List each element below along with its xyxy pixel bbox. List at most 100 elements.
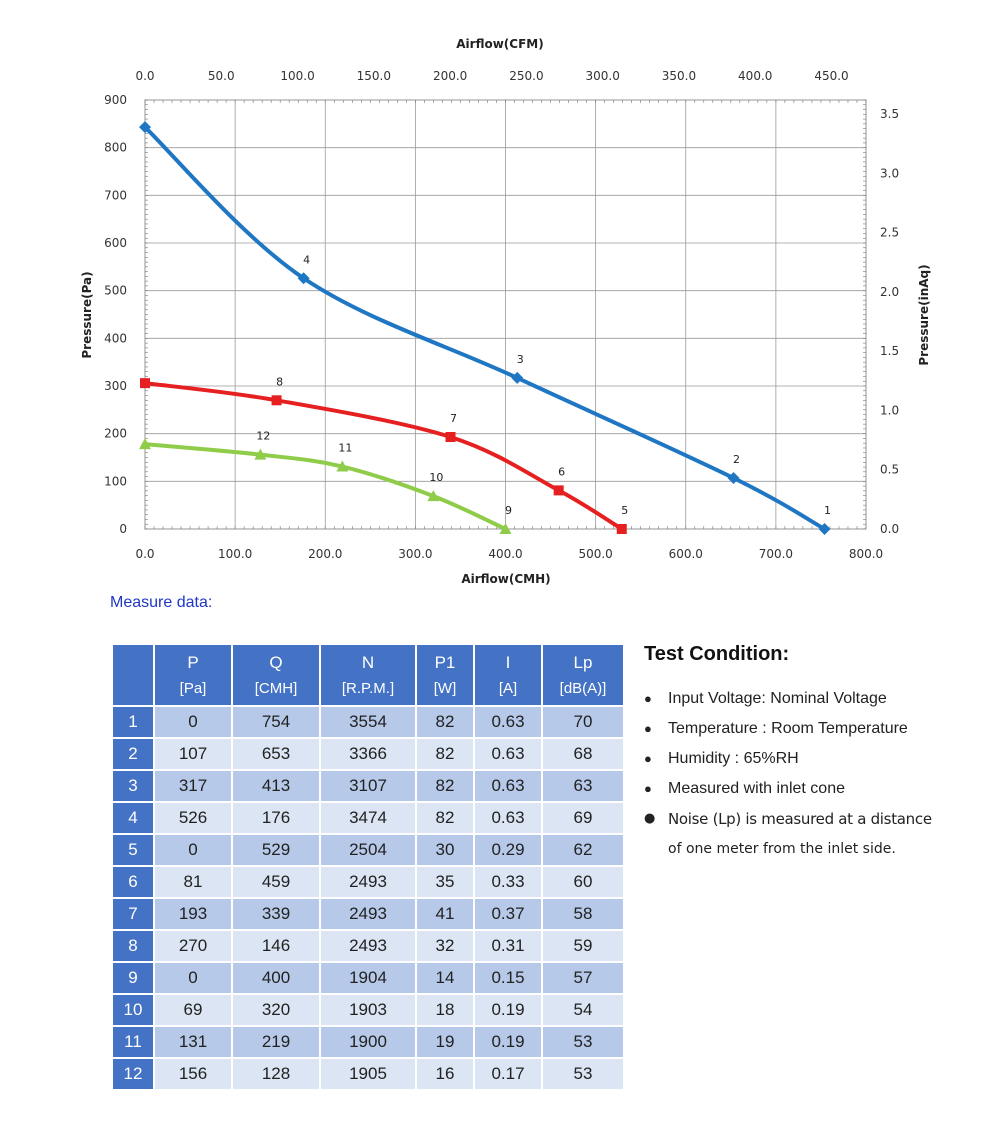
test-condition: Test Condition: ● Input Voltage: Nominal … xyxy=(644,643,984,864)
top-tick-label: 150.0 xyxy=(357,69,391,83)
data-point xyxy=(499,523,512,534)
x-tick-label: 0.0 xyxy=(135,547,154,561)
table-cell: 0.37 xyxy=(475,899,543,931)
table-cell: 19 xyxy=(417,1027,475,1059)
top-tick-label: 200.0 xyxy=(433,69,467,83)
table-cell: 413 xyxy=(233,771,321,803)
y2-axis-title: Pressure(inAq) xyxy=(917,264,931,365)
data-point xyxy=(511,371,524,384)
right-tick-label: 1.5 xyxy=(880,344,899,358)
y-tick-label: 500 xyxy=(104,284,127,298)
test-condition-title: Test Condition: xyxy=(644,643,790,665)
row-number: 1 xyxy=(113,707,155,739)
row-number: 7 xyxy=(113,899,155,931)
row-number: 12 xyxy=(113,1059,155,1091)
table-cell: 193 xyxy=(155,899,233,931)
top-tick-label: 400.0 xyxy=(738,69,772,83)
x-tick-label: 200.0 xyxy=(308,547,342,561)
right-tick-label: 3.5 xyxy=(880,107,899,121)
table-cell: 0.19 xyxy=(475,1027,543,1059)
row-number: 11 xyxy=(113,1027,155,1059)
y-tick-label: 700 xyxy=(104,188,127,202)
x-tick-label: 700.0 xyxy=(759,547,793,561)
data-label: 9 xyxy=(505,504,512,517)
data-label: 4 xyxy=(303,253,310,266)
x-tick-label: 100.0 xyxy=(218,547,252,561)
table-cell: 3107 xyxy=(321,771,417,803)
table-cell: 128 xyxy=(233,1059,321,1091)
data-point xyxy=(553,485,564,496)
table-cell: 82 xyxy=(417,771,475,803)
x-tick-label: 400.0 xyxy=(488,547,522,561)
data-point xyxy=(727,471,740,484)
table-cell: 1903 xyxy=(321,995,417,1027)
table-cell: 320 xyxy=(233,995,321,1027)
table-cell: 0.19 xyxy=(475,995,543,1027)
table-cell: 339 xyxy=(233,899,321,931)
table-cell: 0.63 xyxy=(475,771,543,803)
series-line-2 xyxy=(144,381,623,531)
table-cell: 0.63 xyxy=(475,707,543,739)
table-header-row: P [Pa] Q [CMH] N [R.P.M.] P1 [W] I [A] Lp [dB(… xyxy=(113,645,625,707)
measure-data-title: Measure data: xyxy=(110,594,213,611)
table-cell: 57 xyxy=(543,963,625,995)
data-point xyxy=(140,378,150,389)
table-cell: 131 xyxy=(155,1027,233,1059)
table-cell: 3366 xyxy=(321,739,417,771)
row-number: 9 xyxy=(113,963,155,995)
table-cell: 2493 xyxy=(321,867,417,899)
y-axis-title: Pressure(Pa) xyxy=(80,271,94,358)
table-row: 7 193 339 2493 41 0.37 58 xyxy=(113,899,625,931)
top-tick-label: 250.0 xyxy=(509,69,543,83)
data-label: 6 xyxy=(558,465,565,478)
table-cell: 41 xyxy=(417,899,475,931)
table-cell: 70 xyxy=(543,707,625,739)
data-label: 7 xyxy=(450,412,457,425)
table-cell: 107 xyxy=(155,739,233,771)
table-row: 12 156 128 1905 16 0.17 53 xyxy=(113,1059,625,1091)
series-line-1 xyxy=(143,125,826,531)
table-cell: 754 xyxy=(233,707,321,739)
bullet-icon: ● xyxy=(644,721,652,736)
y-tick-label: 0 xyxy=(119,522,127,536)
right-tick-label: 0.5 xyxy=(880,463,899,477)
table-cell: 0 xyxy=(155,707,233,739)
header-i: I [A] xyxy=(475,645,543,707)
table-cell: 53 xyxy=(543,1027,625,1059)
table-cell: 53 xyxy=(543,1059,625,1091)
top-tick-label: 0.0 xyxy=(135,69,154,83)
top-axis-title: Airflow(CFM) xyxy=(456,37,543,51)
data-label: 12 xyxy=(256,430,270,443)
header-p: P [Pa] xyxy=(155,645,233,707)
test-condition-item: ● Input Voltage: Nominal Voltage xyxy=(644,684,984,714)
table-cell: 16 xyxy=(417,1059,475,1091)
y-tick-label: 100 xyxy=(104,474,127,488)
row-number: 6 xyxy=(113,867,155,899)
x-tick-label: 300.0 xyxy=(398,547,432,561)
table-cell: 400 xyxy=(233,963,321,995)
test-condition-item: ● Noise (Lp) is measured at a distance xyxy=(644,804,984,834)
right-tick-label: 2.0 xyxy=(880,285,899,299)
table-cell: 0 xyxy=(155,835,233,867)
right-tick-label: 0.0 xyxy=(880,522,899,536)
table-cell: 2493 xyxy=(321,899,417,931)
bullet-icon: ● xyxy=(644,781,652,796)
table-cell: 14 xyxy=(417,963,475,995)
bullet-icon: ● xyxy=(644,811,656,826)
table-cell: 156 xyxy=(155,1059,233,1091)
table-row: 5 0 529 2504 30 0.29 62 xyxy=(113,835,625,867)
table-cell: 63 xyxy=(543,771,625,803)
data-point xyxy=(818,523,831,535)
header-lp: Lp [dB(A)] xyxy=(543,645,625,707)
table-cell: 0.31 xyxy=(475,931,543,963)
table-cell: 35 xyxy=(417,867,475,899)
table-cell: 146 xyxy=(233,931,321,963)
data-point xyxy=(427,490,440,502)
table-corner xyxy=(113,645,155,707)
data-point xyxy=(139,438,151,450)
table-row: 4 526 176 3474 82 0.63 69 xyxy=(113,803,625,835)
table-cell: 54 xyxy=(543,995,625,1027)
top-tick-label: 100.0 xyxy=(280,69,314,83)
x-axis-title: Airflow(CMH) xyxy=(461,572,550,586)
table-cell: 82 xyxy=(417,739,475,771)
